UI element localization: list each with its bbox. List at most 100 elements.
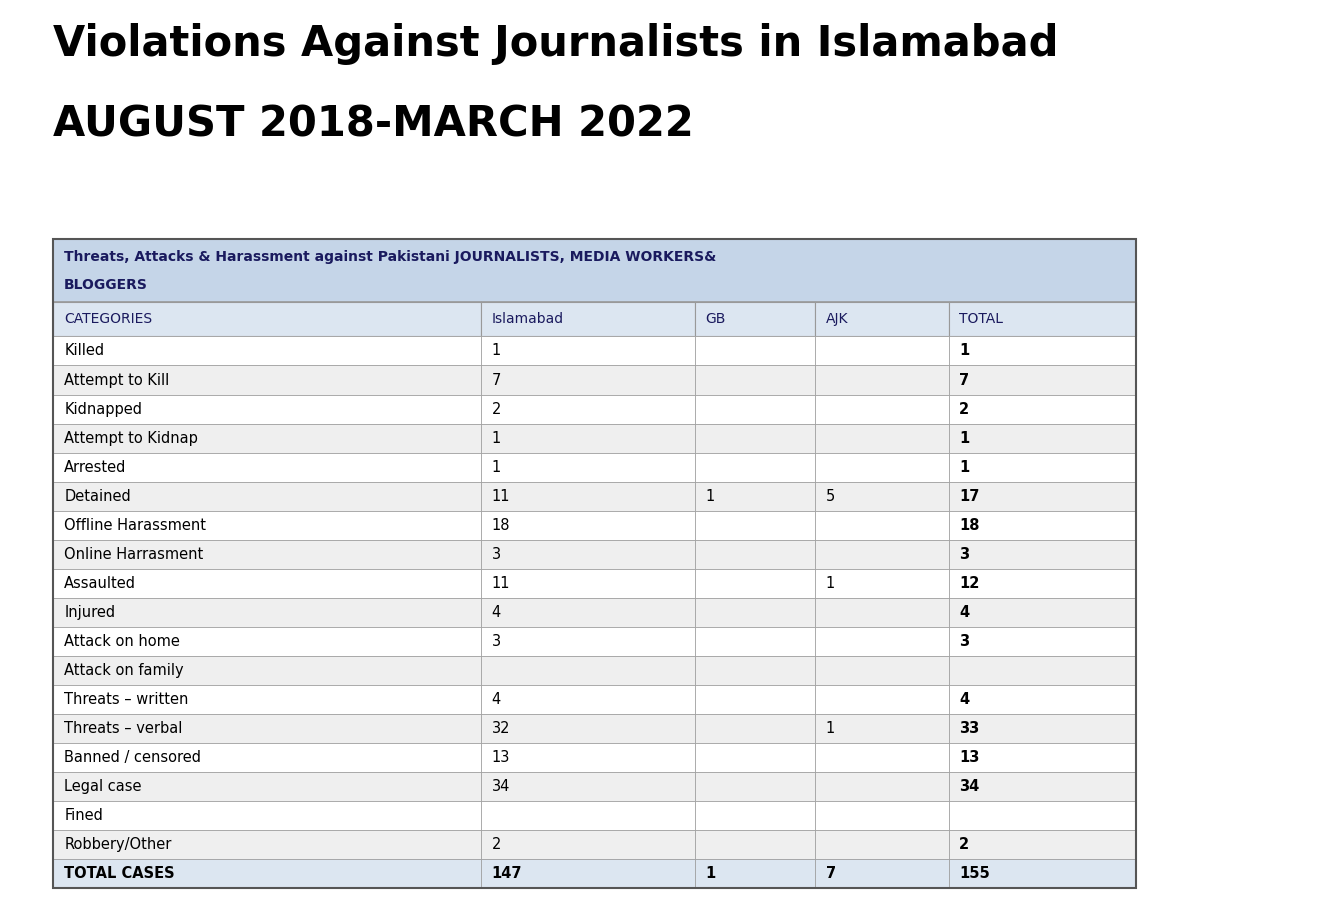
Bar (481, 424, 695, 453)
Bar (949, 511, 1136, 539)
Text: 4: 4 (492, 692, 501, 707)
Bar (53, 686, 481, 714)
Text: Arrested: Arrested (64, 460, 127, 474)
Bar (815, 482, 949, 511)
Bar (949, 831, 1136, 860)
Bar (815, 772, 949, 801)
Bar (53, 511, 481, 539)
Bar (815, 831, 949, 860)
Bar (481, 801, 695, 831)
Text: 1: 1 (959, 460, 970, 474)
Text: 1: 1 (492, 460, 501, 474)
Text: Islamabad: Islamabad (492, 312, 564, 327)
Bar (949, 336, 1136, 365)
Bar (53, 743, 481, 772)
Text: Threats – written: Threats – written (64, 692, 188, 707)
Text: Legal case: Legal case (64, 779, 142, 795)
Bar (815, 801, 949, 831)
Text: Kidnapped: Kidnapped (64, 401, 142, 417)
Text: Banned / censored: Banned / censored (64, 750, 202, 765)
Bar (815, 598, 949, 627)
Bar (695, 743, 815, 772)
Bar (815, 365, 949, 394)
Bar (481, 627, 695, 656)
Text: 3: 3 (492, 634, 501, 649)
Bar (695, 686, 815, 714)
Text: 33: 33 (959, 722, 979, 736)
Text: 1: 1 (959, 344, 970, 358)
Bar (815, 336, 949, 365)
Bar (53, 424, 481, 453)
Bar (949, 302, 1136, 336)
Bar (949, 569, 1136, 598)
Bar (695, 831, 815, 860)
Text: 1: 1 (826, 575, 835, 591)
Bar (949, 743, 1136, 772)
Text: 147: 147 (492, 867, 522, 881)
Bar (481, 365, 695, 394)
Text: 2: 2 (492, 837, 501, 852)
Bar (53, 627, 481, 656)
Text: Robbery/Other: Robbery/Other (64, 837, 171, 852)
Bar (695, 511, 815, 539)
Bar (695, 801, 815, 831)
Bar (949, 598, 1136, 627)
Bar (695, 860, 815, 888)
Bar (695, 453, 815, 482)
Bar (695, 569, 815, 598)
Text: Assaulted: Assaulted (64, 575, 136, 591)
Bar (695, 424, 815, 453)
Text: Detained: Detained (64, 489, 131, 503)
Bar (53, 336, 481, 365)
Bar (53, 860, 481, 888)
Text: 18: 18 (492, 518, 510, 533)
Bar (53, 539, 481, 569)
Text: 18: 18 (959, 518, 979, 533)
Text: Online Harrasment: Online Harrasment (64, 547, 203, 562)
Bar (949, 686, 1136, 714)
Text: 1: 1 (826, 722, 835, 736)
Bar (949, 801, 1136, 831)
Text: AJK: AJK (826, 312, 848, 327)
Bar (949, 772, 1136, 801)
Text: 13: 13 (492, 750, 510, 765)
Text: 4: 4 (959, 605, 970, 620)
Bar (481, 743, 695, 772)
Bar (949, 656, 1136, 686)
Bar (949, 714, 1136, 743)
Bar (53, 453, 481, 482)
Text: 4: 4 (492, 605, 501, 620)
Bar (949, 453, 1136, 482)
Text: 17: 17 (959, 489, 979, 503)
Text: 2: 2 (959, 837, 970, 852)
Bar (815, 686, 949, 714)
Text: 34: 34 (492, 779, 510, 795)
Bar (481, 511, 695, 539)
Bar (481, 336, 695, 365)
Bar (53, 714, 481, 743)
Bar (481, 772, 695, 801)
Text: Attack on home: Attack on home (64, 634, 180, 649)
Text: TOTAL: TOTAL (959, 312, 1003, 327)
Text: 7: 7 (826, 867, 836, 881)
Bar (695, 336, 815, 365)
Bar (53, 365, 481, 394)
Bar (695, 598, 815, 627)
Bar (695, 772, 815, 801)
Bar (695, 656, 815, 686)
Text: Offline Harassment: Offline Harassment (64, 518, 206, 533)
Bar (481, 598, 695, 627)
Bar (815, 511, 949, 539)
Bar (815, 656, 949, 686)
Bar (695, 302, 815, 336)
Bar (53, 482, 481, 511)
Bar (53, 394, 481, 424)
Bar (53, 801, 481, 831)
Bar (481, 831, 695, 860)
Text: 2: 2 (959, 401, 970, 417)
Bar (695, 482, 815, 511)
Text: 32: 32 (492, 722, 510, 736)
Text: 1: 1 (959, 430, 970, 446)
Text: Threats, Attacks & Harassment against Pakistani JOURNALISTS, MEDIA WORKERS&: Threats, Attacks & Harassment against Pa… (64, 251, 716, 264)
Bar (481, 860, 695, 888)
